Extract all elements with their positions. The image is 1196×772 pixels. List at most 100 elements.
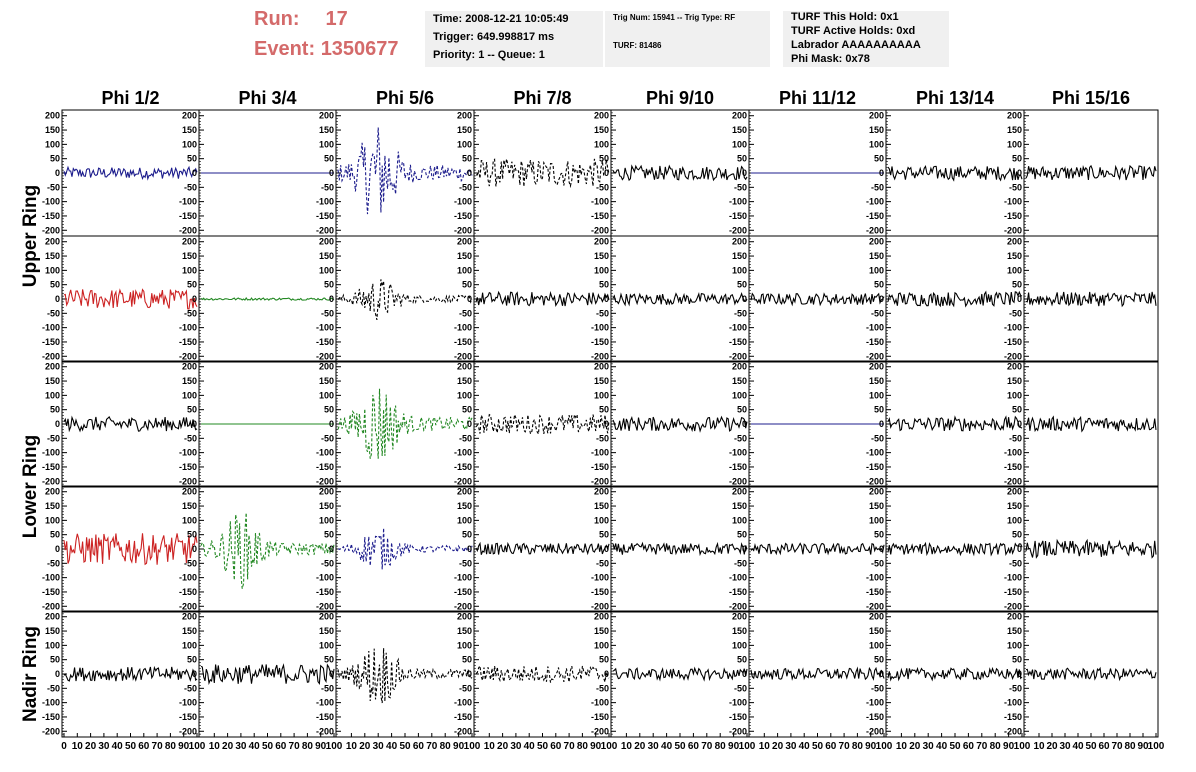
y-tick-label: -200	[454, 351, 472, 361]
ring-label-3: Nadir Ring	[20, 626, 41, 722]
y-tick-label: 50	[599, 154, 609, 164]
y-tick-label: 200	[45, 487, 60, 497]
y-tick-label: -200	[316, 476, 334, 486]
y-tick-label: 100	[594, 515, 609, 525]
y-tick-label: 200	[732, 362, 747, 372]
y-tick-label: 150	[457, 251, 472, 261]
y-tick-label: 50	[50, 655, 60, 665]
y-tick-label: 0	[1017, 168, 1022, 178]
y-tick-label: -50	[734, 182, 747, 192]
y-tick-label: -200	[591, 476, 609, 486]
x-tick-label: 30	[373, 741, 385, 752]
y-tick-label: 200	[457, 362, 472, 372]
x-tick-label: 60	[138, 741, 150, 752]
waveform-r3-c1	[63, 415, 198, 433]
x-tick-label: 60	[1098, 741, 1110, 752]
y-tick-label: -50	[871, 182, 884, 192]
y-tick-label: -150	[179, 337, 197, 347]
y-tick-label: -50	[871, 683, 884, 693]
y-tick-label: 100	[869, 640, 884, 650]
y-tick-label: -50	[596, 308, 609, 318]
y-tick-label: 0	[1017, 669, 1022, 679]
y-tick-label: -50	[871, 433, 884, 443]
y-tick-label: 100	[732, 139, 747, 149]
y-tick-label: 50	[874, 154, 884, 164]
y-tick-label: -150	[179, 712, 197, 722]
turf-active-text: TURF Active Holds: 0xd	[791, 25, 916, 37]
column-header-1: Phi 1/2	[101, 88, 159, 108]
waveform-r2-c1	[63, 288, 198, 310]
event-value: 1350677	[320, 38, 399, 60]
x-tick-label: 30	[235, 741, 247, 752]
y-tick-label: -150	[591, 587, 609, 597]
y-tick-label: -100	[591, 448, 609, 458]
y-tick-label: -50	[596, 182, 609, 192]
y-tick-label: 100	[732, 640, 747, 650]
y-tick-label: 150	[182, 251, 197, 261]
y-tick-label: -50	[321, 558, 334, 568]
y-tick-label: 150	[319, 376, 334, 386]
x-tick-label: 90	[1003, 741, 1015, 752]
y-tick-label: 0	[879, 168, 884, 178]
y-tick-label: -150	[454, 337, 472, 347]
waveform-r2-c2	[200, 297, 335, 301]
y-tick-label: 150	[594, 251, 609, 261]
y-tick-label: 0	[604, 294, 609, 304]
x-tick-label: 20	[85, 741, 97, 752]
column-header-7: Phi 13/14	[916, 88, 994, 108]
y-tick-label: 150	[1007, 125, 1022, 135]
x-tick-label: 10	[209, 741, 221, 752]
y-tick-label: -150	[866, 712, 884, 722]
y-tick-label: -100	[866, 698, 884, 708]
y-tick-label: 200	[45, 111, 60, 121]
turf-hold-text: TURF This Hold: 0x1	[791, 11, 899, 23]
y-tick-label: 50	[324, 530, 334, 540]
y-tick-label: -100	[316, 448, 334, 458]
waveform-r5-c3	[337, 648, 473, 704]
y-tick-label: 150	[457, 626, 472, 636]
y-tick-label: -200	[1004, 726, 1022, 736]
y-tick-label: -150	[1004, 337, 1022, 347]
y-tick-label: 50	[599, 530, 609, 540]
y-tick-label: 50	[324, 655, 334, 665]
y-tick-label: -200	[866, 726, 884, 736]
waveform-r5-c1	[63, 665, 198, 682]
y-tick-label: 100	[45, 515, 60, 525]
x-tick-label: 70	[839, 741, 851, 752]
y-tick-label: 0	[329, 294, 334, 304]
y-tick-label: -100	[179, 323, 197, 333]
y-tick-label: 200	[182, 487, 197, 497]
waveform-r4-c4	[475, 541, 610, 556]
y-tick-label: -100	[729, 197, 747, 207]
x-tick-label: 50	[125, 741, 137, 752]
y-tick-label: -50	[184, 558, 197, 568]
y-tick-label: 50	[324, 280, 334, 290]
y-tick-label: 50	[462, 405, 472, 415]
y-tick-label: 150	[1007, 251, 1022, 261]
y-tick-label: 0	[467, 168, 472, 178]
x-tick-label: 80	[715, 741, 727, 752]
y-tick-label: 50	[874, 655, 884, 665]
y-tick-label: 50	[187, 154, 197, 164]
x-tick-label: 10	[896, 741, 908, 752]
y-tick-label: 0	[329, 544, 334, 554]
labrador-text: Labrador AAAAAAAAAA	[791, 39, 921, 51]
x-tick-label: 60	[825, 741, 837, 752]
y-tick-label: -50	[321, 683, 334, 693]
x-tick-label: 60	[550, 741, 562, 752]
x-tick-label: 10	[346, 741, 358, 752]
y-tick-label: -150	[866, 587, 884, 597]
time-info-box: Time: 2008-12-21 10:05:49 Trigger: 649.9…	[425, 11, 603, 67]
y-tick-label: -200	[316, 726, 334, 736]
x-tick-label: 30	[98, 741, 110, 752]
y-tick-label: 200	[319, 362, 334, 372]
y-tick-label: 50	[737, 530, 747, 540]
y-tick-label: -50	[459, 182, 472, 192]
run-value: 17	[325, 8, 348, 30]
y-tick-label: -150	[866, 211, 884, 221]
y-tick-label: -50	[1009, 182, 1022, 192]
y-tick-label: 0	[604, 669, 609, 679]
y-tick-label: -50	[184, 683, 197, 693]
x-tick-label: 70	[701, 741, 713, 752]
y-tick-label: -200	[866, 225, 884, 235]
